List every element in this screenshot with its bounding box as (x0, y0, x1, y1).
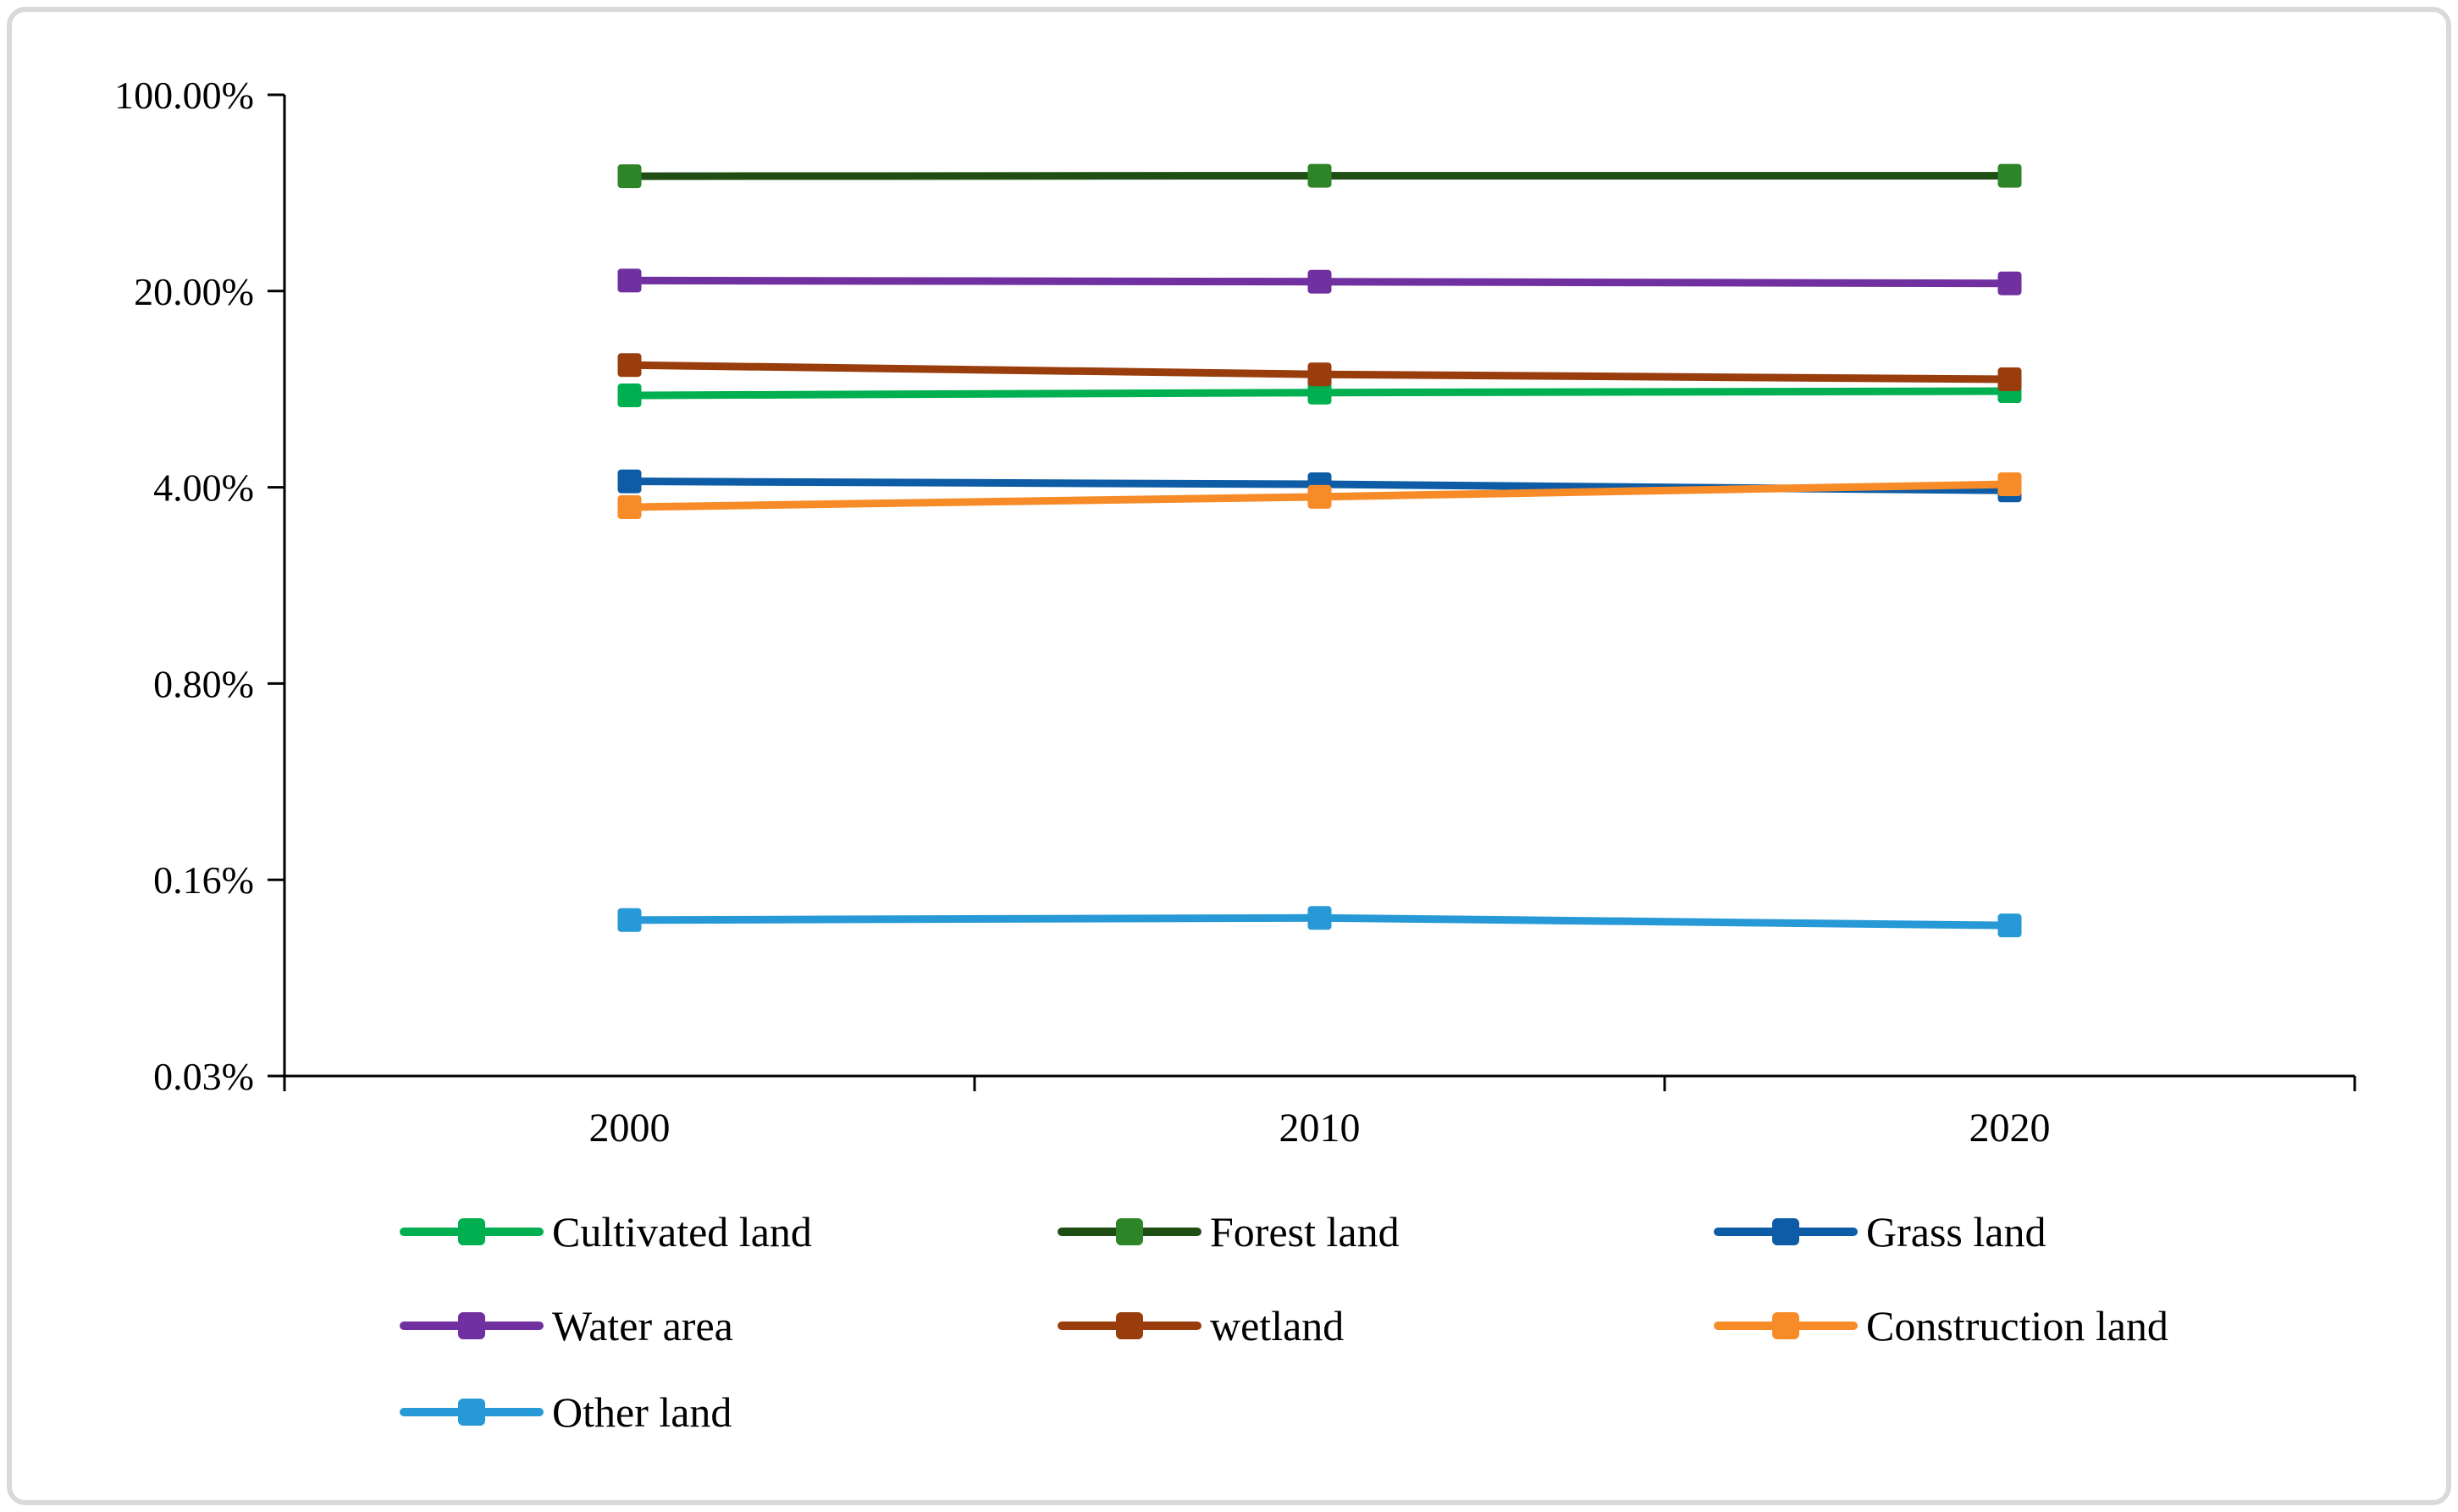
legend-item-cultivated-land: Cultivated land (400, 1211, 812, 1253)
y-tick-label: 0.80% (153, 662, 254, 705)
legend-marker (458, 1312, 485, 1339)
series-marker-construction-land (1307, 484, 1332, 509)
legend-label: Water area (552, 1302, 733, 1349)
legend-marker (1772, 1312, 1799, 1339)
legend-label: Construction land (1866, 1302, 2168, 1349)
series-marker-water-area (617, 268, 642, 293)
legend-swatch (1058, 1218, 1201, 1245)
legend-item-water-area: Water area (400, 1305, 733, 1347)
y-tick-label: 20.00% (134, 270, 254, 313)
series-marker-forest-land (1997, 163, 2022, 188)
legend-marker (458, 1218, 485, 1245)
legend-label: Other land (552, 1388, 732, 1436)
series-marker-water-area (1307, 269, 1332, 294)
x-tick-label: 2010 (1279, 1106, 1361, 1151)
legend-swatch (400, 1399, 544, 1426)
legend-swatch (1058, 1312, 1201, 1339)
series-marker-construction-land (1997, 472, 2022, 497)
series-marker-cultivated-land (617, 384, 642, 408)
legend-label: Grass land (1866, 1208, 2046, 1255)
x-tick-label: 2020 (1969, 1106, 2051, 1151)
legend-item-construction-land: Construction land (1714, 1305, 2168, 1347)
series-marker-wetland (1307, 362, 1332, 387)
legend-marker (1116, 1218, 1143, 1245)
legend-swatch (1714, 1312, 1858, 1339)
legend-swatch (1714, 1218, 1858, 1245)
series-marker-forest-land (617, 164, 642, 189)
series-marker-forest-land (1307, 163, 1332, 188)
series-marker-other-land (617, 908, 642, 932)
series-marker-other-land (1997, 913, 2022, 938)
series-marker-other-land (1307, 906, 1332, 930)
series-marker-cultivated-land (1307, 380, 1332, 405)
legend-marker (1772, 1218, 1799, 1245)
series-marker-construction-land (617, 495, 642, 520)
series-marker-wetland (1997, 367, 2022, 392)
legend-swatch (400, 1218, 544, 1245)
legend-swatch (400, 1312, 544, 1339)
y-tick-label: 0.16% (153, 858, 254, 902)
legend-label: wetland (1210, 1302, 1345, 1349)
x-tick-label: 2000 (589, 1106, 671, 1151)
legend-marker (1116, 1312, 1143, 1339)
legend-label: Cultivated land (552, 1208, 812, 1255)
legend-label: Forest land (1210, 1208, 1400, 1255)
series-marker-grass-land (617, 469, 642, 494)
y-tick-label: 100.00% (114, 74, 254, 117)
legend-item-forest-land: Forest land (1058, 1211, 1400, 1253)
legend-marker (458, 1399, 485, 1426)
series-marker-wetland (617, 353, 642, 378)
y-tick-label: 4.00% (153, 466, 254, 510)
y-tick-label: 0.03% (153, 1055, 254, 1098)
series-marker-water-area (1997, 271, 2022, 295)
legend-item-other-land: Other land (400, 1391, 732, 1433)
legend-item-wetland: wetland (1058, 1305, 1344, 1347)
legend-item-grass-land: Grass land (1714, 1211, 2046, 1253)
